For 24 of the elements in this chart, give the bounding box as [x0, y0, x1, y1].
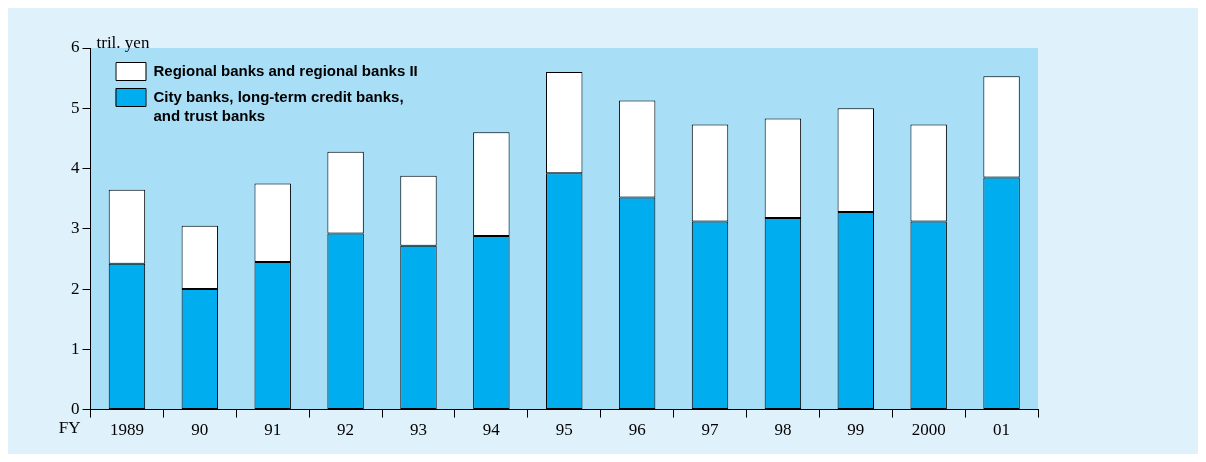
- legend-label: Regional banks and regional banks II: [153, 61, 418, 79]
- y-tick-label: 0: [71, 399, 80, 419]
- y-tick-label: 4: [71, 158, 80, 177]
- x-tick-label: 92: [337, 420, 355, 440]
- x-tick-label: 91: [264, 420, 282, 440]
- y-tick-label: 5: [71, 97, 80, 117]
- legend-label: City banks, long-term credit banks, and trust banks: [153, 87, 404, 124]
- x-axis-title: FY: [58, 417, 81, 437]
- x-tick-label: 1989: [109, 420, 144, 440]
- x-tick-label: 99: [847, 420, 865, 440]
- x-tick-label: 90: [191, 420, 209, 440]
- x-tick-label: 95: [555, 420, 573, 440]
- y-tick-label: 3: [71, 218, 80, 238]
- x-tick-label: 96: [628, 420, 646, 440]
- x-tick-label: 94: [482, 420, 501, 440]
- x-tick-label: 98: [774, 420, 792, 440]
- x-tick-label: 01: [993, 420, 1011, 440]
- x-tick-label: 2000: [911, 420, 946, 440]
- y-tick-label: 6: [71, 37, 80, 57]
- y-axis-title: tril. yen: [96, 32, 150, 52]
- x-tick-label: 97: [701, 420, 720, 440]
- x-tick-label: 93: [409, 420, 427, 440]
- y-tick-label: 1: [71, 338, 80, 358]
- y-tick-label: 2: [71, 278, 80, 298]
